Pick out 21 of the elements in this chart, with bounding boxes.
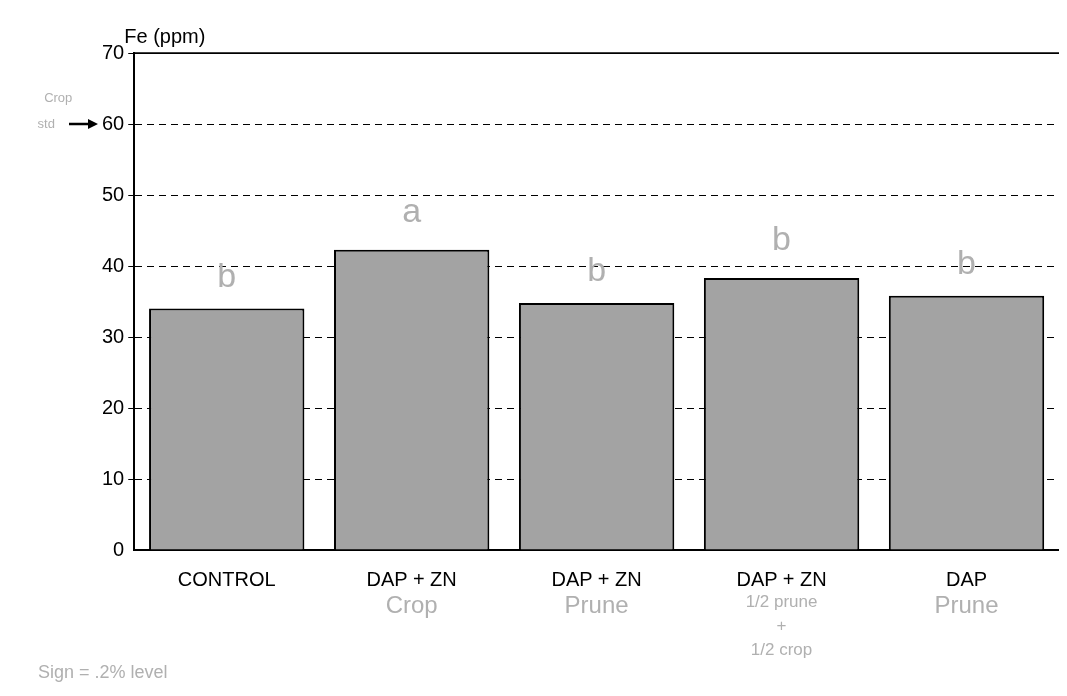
y-axis-title: Fe (ppm) (124, 24, 206, 47)
annotation: b (217, 255, 237, 294)
y-tick-label: 0 (113, 537, 125, 560)
annotation: a (402, 191, 422, 230)
x-tick-label: DAP + ZN Crop (366, 567, 457, 618)
annotation: b (957, 243, 976, 282)
x-tick-label: DAP + ZN Prune (551, 567, 642, 618)
x-tick-label: DAP + ZN 1/2 prune + 1/2 crop (736, 567, 827, 660)
x-tick-label: DAP Prune (934, 567, 999, 618)
y-tick-label: 40 (102, 253, 125, 276)
y-tick-label: 20 (102, 395, 125, 418)
x-tick-label: CONTROL (177, 567, 276, 590)
y-tick-label: 30 (102, 324, 125, 347)
text: Crop std (37, 89, 73, 131)
y-tick-label: 60 (102, 111, 125, 134)
annotation: b (587, 250, 607, 289)
y-tick-label: 70 (102, 40, 125, 63)
y-tick-label: 10 (102, 466, 125, 489)
text: Sign = .2% level (38, 661, 168, 682)
annotation: b (772, 219, 792, 258)
y-tick-label: 50 (102, 182, 125, 205)
